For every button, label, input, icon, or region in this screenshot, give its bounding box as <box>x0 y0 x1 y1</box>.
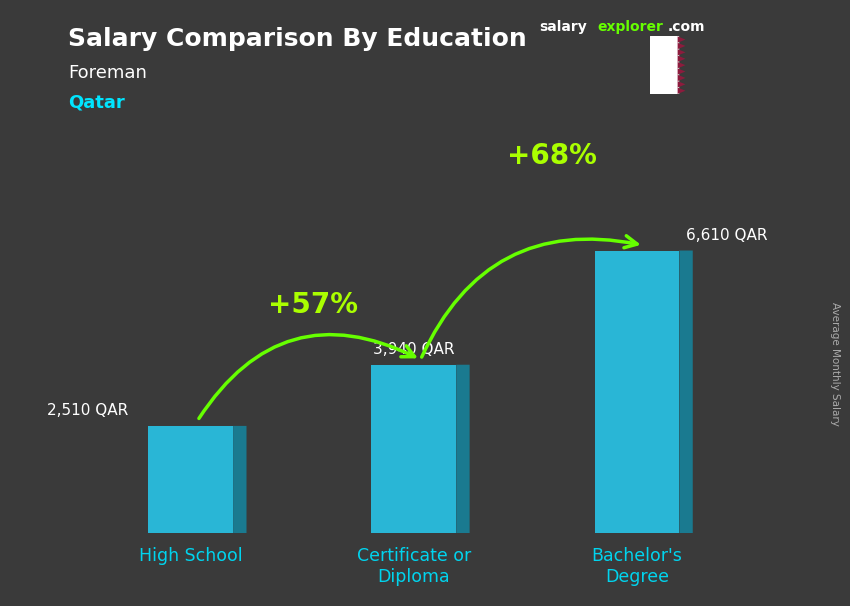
Text: 2,510 QAR: 2,510 QAR <box>47 403 128 418</box>
Text: +68%: +68% <box>507 142 597 170</box>
Bar <box>148 426 233 533</box>
Text: Average Monthly Salary: Average Monthly Salary <box>830 302 840 425</box>
Text: +57%: +57% <box>269 291 359 319</box>
Text: explorer: explorer <box>598 20 663 34</box>
Polygon shape <box>677 75 685 81</box>
Bar <box>371 365 456 533</box>
Polygon shape <box>456 365 469 533</box>
Text: Qatar: Qatar <box>68 94 125 112</box>
Polygon shape <box>677 81 685 87</box>
Polygon shape <box>677 68 685 75</box>
Polygon shape <box>677 87 685 94</box>
Polygon shape <box>677 56 685 62</box>
Text: .com: .com <box>667 20 705 34</box>
Polygon shape <box>679 250 693 533</box>
Polygon shape <box>233 426 246 533</box>
Polygon shape <box>677 49 685 56</box>
Text: Salary Comparison By Education: Salary Comparison By Education <box>68 27 527 52</box>
Text: 3,940 QAR: 3,940 QAR <box>373 342 455 357</box>
Bar <box>595 250 679 533</box>
Text: salary: salary <box>540 20 587 34</box>
Polygon shape <box>677 36 685 43</box>
Text: 6,610 QAR: 6,610 QAR <box>686 228 768 243</box>
Text: Foreman: Foreman <box>68 64 147 82</box>
Bar <box>650 36 677 94</box>
Polygon shape <box>677 62 685 68</box>
Polygon shape <box>677 43 685 49</box>
